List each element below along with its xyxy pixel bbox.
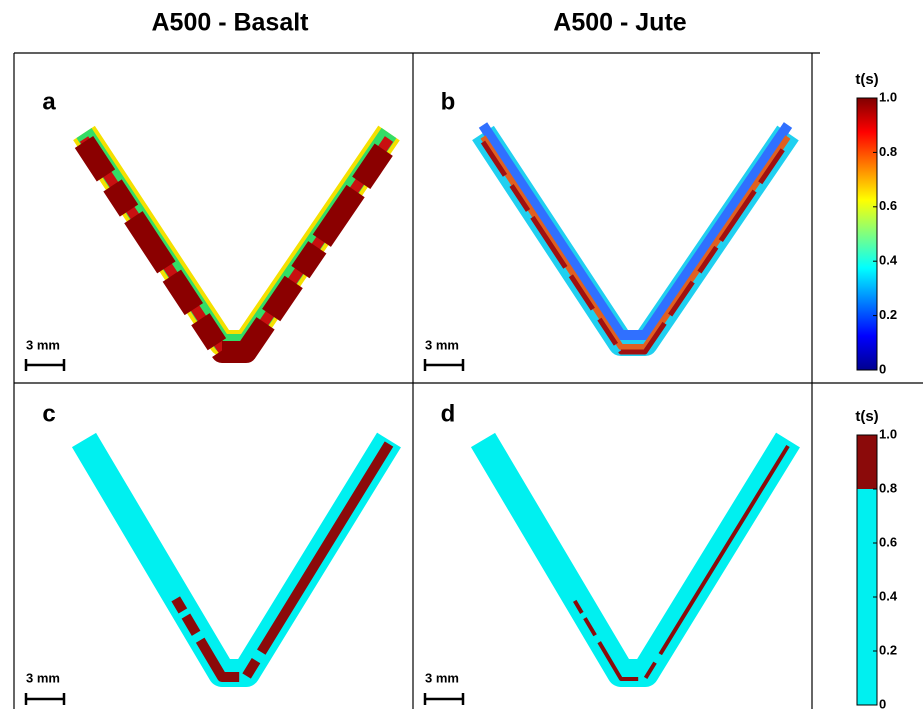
tick-label: 0.2 <box>879 642 897 657</box>
tick-label: 0.4 <box>879 588 898 603</box>
fiber-map <box>480 135 791 350</box>
tick-label: 0.8 <box>879 144 897 159</box>
fiber-map <box>480 140 791 355</box>
fiber-map <box>76 127 397 352</box>
tick-label: 0.2 <box>879 307 897 322</box>
fiber-map <box>470 432 800 687</box>
column-title: A500 - Basalt <box>151 9 309 37</box>
scale-bar <box>423 693 465 705</box>
scale-bar <box>24 359 66 371</box>
scale-bar-label: 3 mm <box>26 670 60 685</box>
tick-label: 0 <box>879 361 886 376</box>
colorbar-title: t(s) <box>855 408 878 425</box>
panel-label: c <box>42 400 55 427</box>
scale-bar-label: 3 mm <box>425 337 459 352</box>
scale-bar-label: 3 mm <box>425 670 459 685</box>
panel: a 3 mm <box>24 88 400 371</box>
panel: b 3 mm <box>423 88 799 371</box>
fiber-map <box>478 122 793 340</box>
colorbar-frame <box>856 434 878 706</box>
panel: d 3 mm <box>423 400 800 705</box>
colorbar <box>857 98 877 370</box>
scale-bar-label: 3 mm <box>26 337 60 352</box>
panel-label: d <box>441 400 456 427</box>
tick-label: 0.6 <box>879 198 897 213</box>
fiber-map <box>79 441 394 682</box>
tick-label: 0.4 <box>879 253 898 268</box>
fiber-map <box>73 125 400 356</box>
panel: c 3 mm <box>24 400 401 705</box>
panel-frame <box>13 52 923 709</box>
colorbar-low <box>857 489 877 705</box>
tick-label: 0.6 <box>879 534 897 549</box>
fiber-map <box>71 432 401 687</box>
tick-label: 1.0 <box>879 426 897 441</box>
fiber-map <box>472 125 799 356</box>
fiber-map <box>79 136 394 354</box>
panel-label: a <box>42 88 56 115</box>
fiber-map <box>481 444 790 681</box>
column-title: A500 - Jute <box>553 9 686 37</box>
panel-label: b <box>441 88 456 115</box>
tick-label: 0 <box>879 696 886 709</box>
scale-bar <box>24 693 66 705</box>
fiber-map <box>74 135 399 363</box>
colorbar-high <box>857 435 877 489</box>
tick-label: 1.0 <box>879 89 897 104</box>
tick-label: 0.8 <box>879 480 897 495</box>
colorbar-title: t(s) <box>855 71 878 88</box>
colorbar-frame <box>856 97 878 371</box>
scale-bar <box>423 359 465 371</box>
